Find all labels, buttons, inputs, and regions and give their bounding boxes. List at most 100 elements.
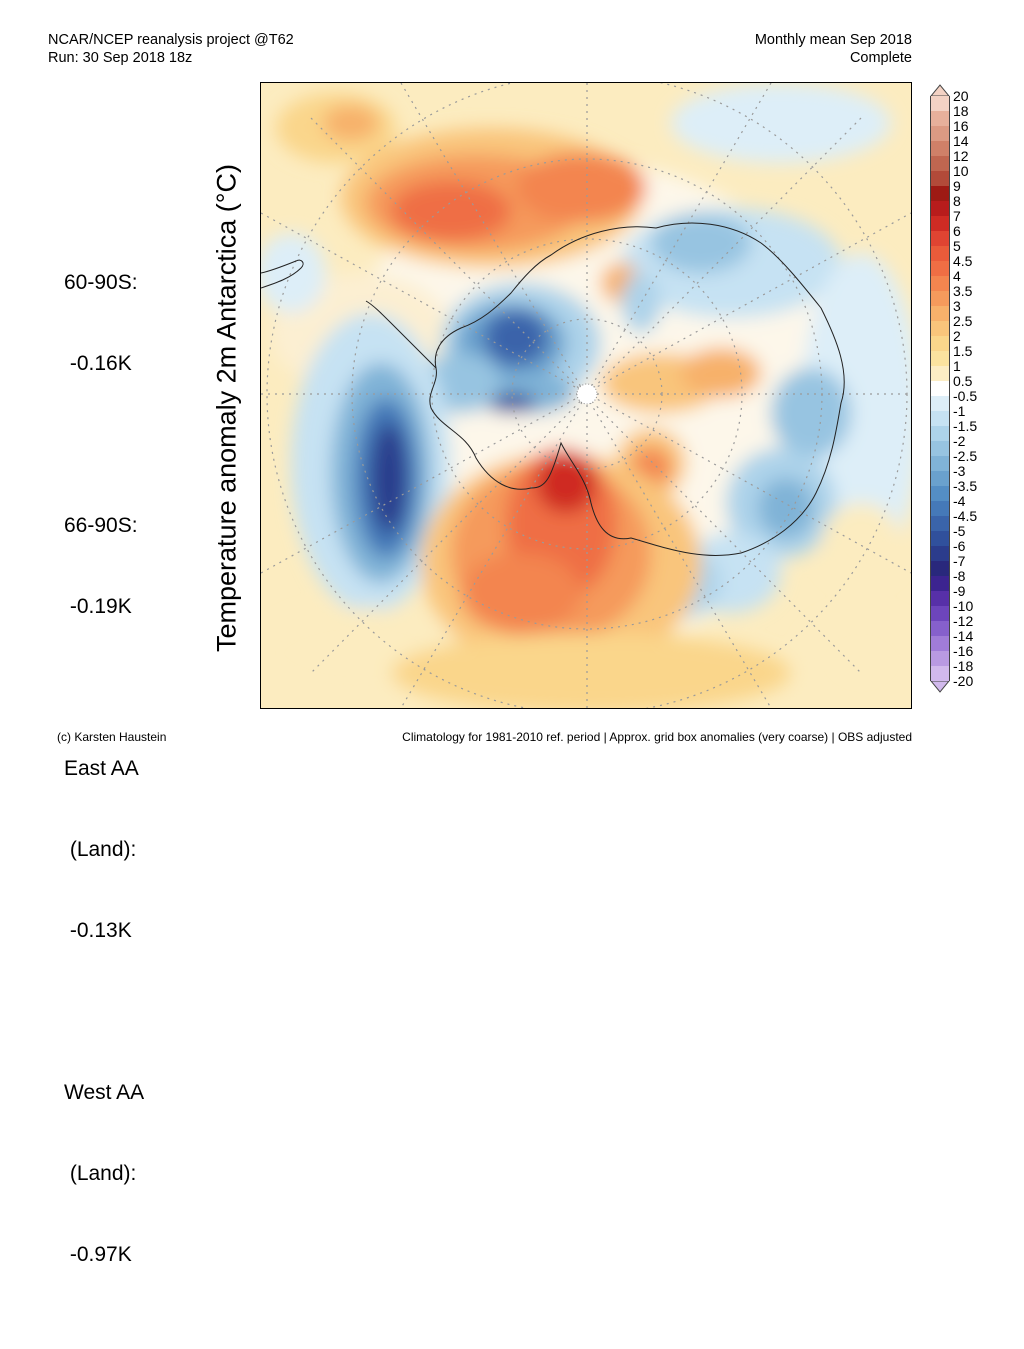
colorbar-swatch (930, 486, 950, 501)
dataset-title: NCAR/NCEP reanalysis project @T62 (48, 32, 294, 48)
colorbar-tick-label: -14 (953, 628, 974, 644)
colorbar-tick-label: 5 (953, 238, 961, 254)
colorbar-tick-label: -6 (953, 538, 966, 554)
stat-60-90s: 60-90S: -0.16K (64, 215, 144, 431)
colorbar-swatch (930, 171, 950, 186)
colorbar-tick-label: 8 (953, 193, 961, 209)
stat-sublabel: (Land): (64, 1162, 137, 1185)
stat-value: -0.97K (64, 1243, 132, 1266)
colorbar-swatch (930, 141, 950, 156)
colorbar-swatch (930, 351, 950, 366)
colorbar-tick-label: -20 (953, 673, 974, 689)
stat-66-90s: 66-90S: -0.19K (64, 458, 144, 674)
colorbar-swatch (930, 381, 950, 396)
colorbar-swatch (930, 186, 950, 201)
colorbar-tick-label: 3 (953, 298, 961, 314)
colorbar-swatch (930, 651, 950, 666)
colorbar-tick-label: 10 (953, 163, 969, 179)
colorbar-tick-label: 20 (953, 88, 969, 104)
colorbar-swatch (930, 96, 950, 111)
colorbar-tick-label: 0.5 (953, 373, 973, 389)
colorbar-swatch (930, 366, 950, 381)
header-right: Monthly mean Sep 2018 Complete (755, 31, 912, 67)
run-timestamp: Run: 30 Sep 2018 18z (48, 50, 193, 66)
colorbar-tick-label: 12 (953, 148, 969, 164)
colorbar-tick-label: -8 (953, 568, 966, 584)
region-stats: 60-90S: -0.16K 66-90S: -0.19K East AA (L… (64, 215, 144, 1349)
colorbar-swatch (930, 261, 950, 276)
colorbar-swatch (930, 231, 950, 246)
colorbar-swatch (930, 546, 950, 561)
south-pole-marker (576, 383, 598, 405)
colorbar-tick-label: -2.5 (953, 448, 978, 464)
colorbar-tick-label: 18 (953, 103, 969, 119)
colorbar-tick-label: 4 (953, 268, 961, 284)
stat-label: East AA (64, 757, 139, 780)
colorbar-swatch (930, 126, 950, 141)
colorbar-tick-label: -9 (953, 583, 966, 599)
colorbar-tick-label: -1 (953, 403, 966, 419)
climatology-note: Climatology for 1981-2010 ref. period | … (402, 730, 912, 744)
stat-value: -0.13K (64, 919, 132, 942)
colorbar-tick-label: -1.5 (953, 418, 978, 434)
colorbar-swatch (930, 396, 950, 411)
colorbar-swatch (930, 111, 950, 126)
copyright-credit: (c) Karsten Haustein (57, 730, 167, 744)
colorbar-top-arrow (930, 84, 950, 96)
colorbar-swatch (930, 531, 950, 546)
colorbar-swatch (930, 156, 950, 171)
stat-value: -0.16K (64, 352, 132, 375)
colorbar-tick-label: -0.5 (953, 388, 978, 404)
colorbar-tick-label: -4.5 (953, 508, 978, 524)
colorbar-swatch (930, 246, 950, 261)
colorbar-swatch (930, 666, 950, 681)
map-svg (261, 83, 911, 708)
y-axis-label: Temperature anomaly 2m Antarctica (°C) (211, 164, 242, 652)
stat-label: West AA (64, 1081, 145, 1104)
period-title: Monthly mean Sep 2018 (754, 32, 912, 48)
colorbar-tick-label: -18 (953, 658, 974, 674)
colorbar-tick-label: -16 (953, 643, 974, 659)
colorbar-tick-label: 1.5 (953, 343, 973, 359)
colorbar-swatch (930, 561, 950, 576)
stat-label: 66-90S: (64, 514, 138, 537)
completeness-status: Complete (849, 50, 912, 66)
colorbar-swatch (930, 591, 950, 606)
colorbar-tick-label: -5 (953, 523, 966, 539)
colorbar-swatch (930, 606, 950, 621)
colorbar-tick-label: 3.5 (953, 283, 973, 299)
stat-sublabel: (Land): (64, 838, 137, 861)
colorbar-tick-label: -2 (953, 433, 966, 449)
colorbar-swatch (930, 576, 950, 591)
colorbar-tick-label: 9 (953, 178, 961, 194)
header-left: NCAR/NCEP reanalysis project @T62 Run: 3… (48, 31, 294, 67)
colorbar-tick-label: 6 (953, 223, 961, 239)
colorbar-tick-label: -4 (953, 493, 966, 509)
colorbar-tick-label: -3.5 (953, 478, 978, 494)
colorbar-tick-label: -3 (953, 463, 966, 479)
colorbar-tick-label: -10 (953, 598, 974, 614)
antarctica-coastline (429, 222, 845, 556)
colorbar-tick-label: -7 (953, 553, 966, 569)
stat-value: -0.19K (64, 595, 132, 618)
colorbar-tick-label: 2.5 (953, 313, 973, 329)
colorbar-tick-label: 16 (953, 118, 969, 134)
colorbar-swatch (930, 636, 950, 651)
colorbar-swatch (930, 456, 950, 471)
colorbar-tick-label: 1 (953, 358, 961, 374)
stat-label: 60-90S: (64, 271, 138, 294)
colorbar-swatch (930, 336, 950, 351)
colorbar-swatch (930, 441, 950, 456)
colorbar-swatch (930, 321, 950, 336)
stat-east-aa: East AA (Land): -0.13K (64, 701, 144, 998)
colorbar-bottom-arrow (930, 681, 950, 693)
stat-west-aa: West AA (Land): -0.97K (64, 1025, 144, 1322)
colorbar-swatch (930, 471, 950, 486)
colorbar-tick-label: -12 (953, 613, 974, 629)
antarctic-peninsula (365, 300, 437, 369)
colorbar-swatch (930, 276, 950, 291)
anomaly-map (260, 82, 912, 709)
colorbar-swatch (930, 216, 950, 231)
colorbar-swatch (930, 426, 950, 441)
colorbar-swatch (930, 501, 950, 516)
